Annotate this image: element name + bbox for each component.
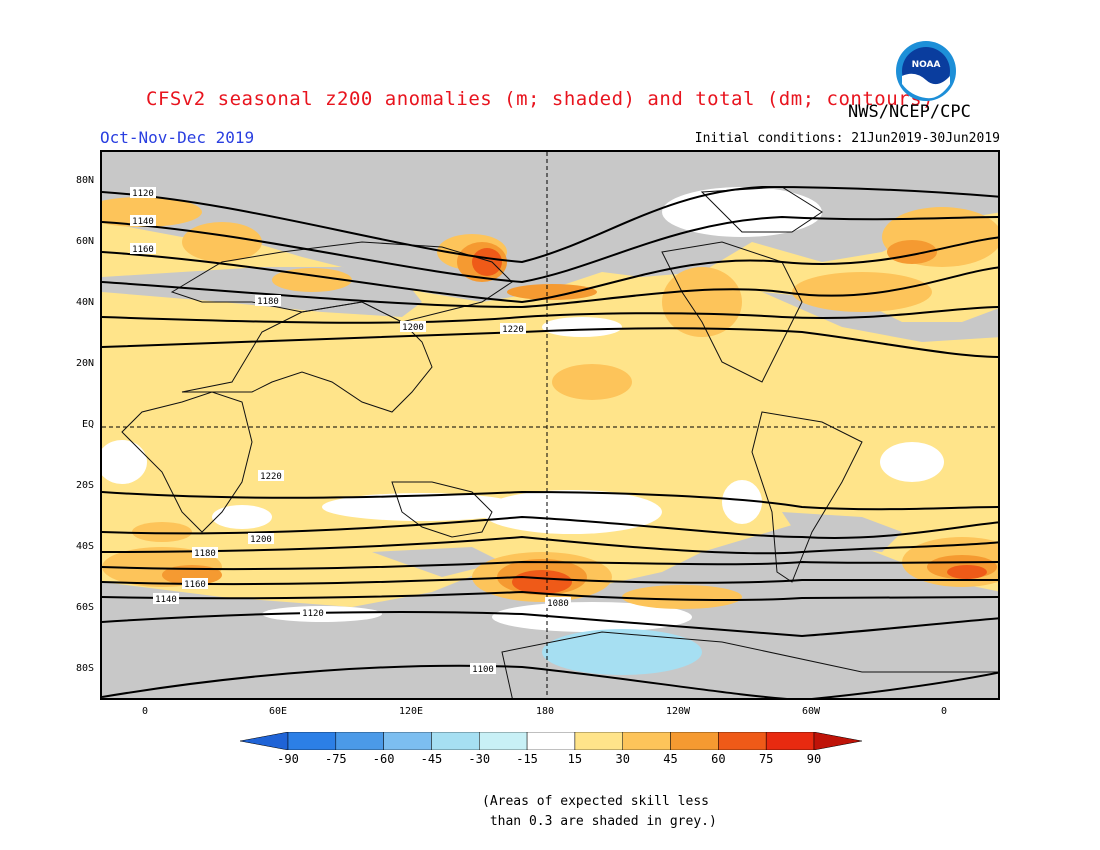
contour-label: 1180 [192, 547, 218, 559]
contour-label: 1140 [153, 593, 179, 605]
colorbar-tick-label: 75 [758, 752, 774, 766]
lat-label-80n: 80N [75, 175, 94, 186]
svg-text:1140: 1140 [132, 217, 154, 227]
strong-anomaly-red [472, 248, 987, 594]
colorbar-segment [479, 732, 528, 750]
contour-label: 1200 [400, 321, 426, 333]
contour-label: 1180 [255, 295, 281, 307]
colorbar-tick-label: -60 [372, 752, 395, 766]
contour-label: 1100 [470, 663, 496, 675]
colorbar-tick-label: -75 [324, 752, 347, 766]
colorbar-tick-label: -15 [516, 752, 538, 766]
contour-label: 1140 [130, 215, 156, 227]
svg-text:1080: 1080 [547, 599, 569, 609]
contour-label: 1120 [300, 607, 326, 619]
lon-label-120e: 120E [398, 706, 424, 717]
svg-text:NOAA: NOAA [912, 60, 941, 70]
lon-label-60w: 60W [801, 706, 821, 717]
colorbar [240, 732, 862, 750]
colorbar-segment [622, 732, 671, 750]
svg-text:1160: 1160 [184, 580, 206, 590]
svg-text:1100: 1100 [472, 665, 494, 675]
colorbar-arrow-low [240, 732, 289, 750]
map-panel: 1120 1140 1160 1180 1200 1220 1220 1200 1180 1160… [100, 150, 1000, 700]
colorbar-tick-label: -90 [277, 752, 299, 766]
colorbar-tick-label: 90 [806, 752, 822, 766]
colorbar-segment [670, 732, 719, 750]
colorbar-segment [526, 732, 576, 750]
season-label: Oct-Nov-Dec 2019 [100, 128, 255, 147]
lat-label-20n: 20N [75, 358, 94, 369]
colorbar-tick-label: -45 [420, 752, 443, 766]
contour-label: 1160 [182, 578, 208, 590]
svg-text:1180: 1180 [257, 297, 279, 307]
lat-label-40s: 40S [75, 541, 94, 552]
lat-label-40n: 40N [75, 297, 94, 308]
colorbar-tick-label: 60 [711, 752, 726, 766]
anomaly-map: 1120 1140 1160 1180 1200 1220 1220 1200 1180 1160… [102, 152, 998, 698]
colorbar-segment [431, 732, 480, 750]
lon-label-180: 180 [535, 706, 555, 717]
lon-label-0-east: 0 [940, 706, 948, 717]
colorbar-tick-label: 30 [615, 752, 630, 766]
lon-label-60e: 60E [268, 706, 288, 717]
skill-note: (Areas of expected skill less than 0.3 a… [482, 794, 717, 829]
colorbar-tick-label: 15 [567, 752, 583, 766]
initial-conditions-label: Initial conditions: 21Jun2019-30Jun2019 [694, 131, 1000, 146]
colorbar-segment [718, 732, 767, 750]
lat-label-80s: 80S [75, 663, 94, 674]
lat-label-eq: EQ [81, 419, 94, 430]
colorbar-tick-label: 45 [663, 752, 678, 766]
lat-label-20s: 20S [75, 480, 94, 491]
svg-text:1220: 1220 [260, 472, 282, 482]
lat-label-60s: 60S [75, 602, 94, 613]
svg-text:1180: 1180 [194, 549, 216, 559]
contour-label: 1160 [130, 243, 156, 255]
lon-label-120w: 120W [665, 706, 691, 717]
contour-label: 1220 [258, 470, 284, 482]
agency-label: NWS/NCEP/CPC [848, 102, 971, 122]
negative-anomaly-patch [542, 629, 702, 675]
contour-label: 1200 [248, 533, 274, 545]
colorbar-arrow-high [813, 732, 862, 750]
svg-text:1120: 1120 [302, 609, 324, 619]
svg-text:1220: 1220 [502, 325, 524, 335]
lon-label-0: 0 [141, 706, 149, 717]
contour-label: 1220 [500, 323, 526, 335]
contour-label: 1120 [130, 187, 156, 199]
noaa-logo-icon: NOAA [896, 41, 956, 101]
colorbar-segment [383, 732, 432, 750]
svg-text:1120: 1120 [132, 189, 154, 199]
colorbar-tick-label: -30 [468, 752, 491, 766]
colorbar-segment [287, 732, 337, 750]
colorbar-segment [574, 732, 623, 750]
svg-text:1140: 1140 [155, 595, 177, 605]
height-contours [102, 185, 998, 698]
svg-text:1160: 1160 [132, 245, 154, 255]
contour-label: 1080 [545, 597, 571, 609]
figure-title: CFSv2 seasonal z200 anomalies (m; shaded… [146, 88, 934, 110]
lat-label-60n: 60N [75, 236, 94, 247]
colorbar-segment [765, 732, 815, 750]
svg-text:1200: 1200 [402, 323, 424, 333]
svg-text:1200: 1200 [250, 535, 272, 545]
colorbar-segment [335, 732, 384, 750]
